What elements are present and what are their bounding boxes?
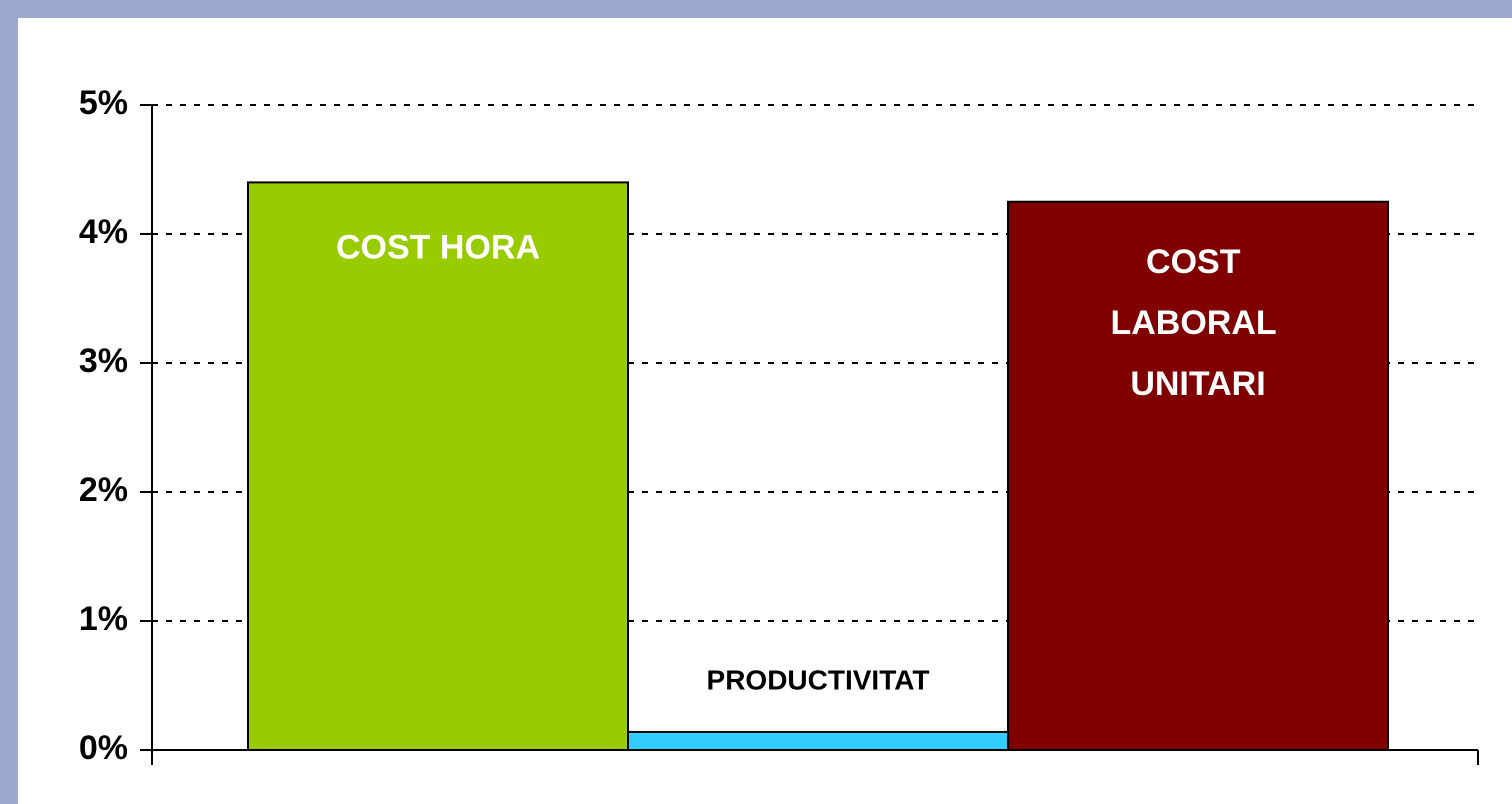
bar bbox=[247, 181, 629, 751]
y-tick-label: 2% bbox=[79, 471, 128, 509]
bar bbox=[1007, 200, 1389, 751]
y-tick-label: 3% bbox=[79, 342, 128, 380]
bar-label: COST HORA bbox=[336, 228, 540, 266]
bar-label: PRODUCTIVITAT bbox=[707, 664, 930, 695]
y-tick-label: 4% bbox=[79, 213, 128, 251]
bar-label: COST LABORAL UNITARI bbox=[1110, 243, 1285, 403]
y-tick-label: 1% bbox=[79, 600, 128, 638]
y-tick-label: 5% bbox=[79, 84, 128, 122]
y-tick-label: 0% bbox=[79, 729, 128, 767]
bar bbox=[627, 730, 1009, 752]
